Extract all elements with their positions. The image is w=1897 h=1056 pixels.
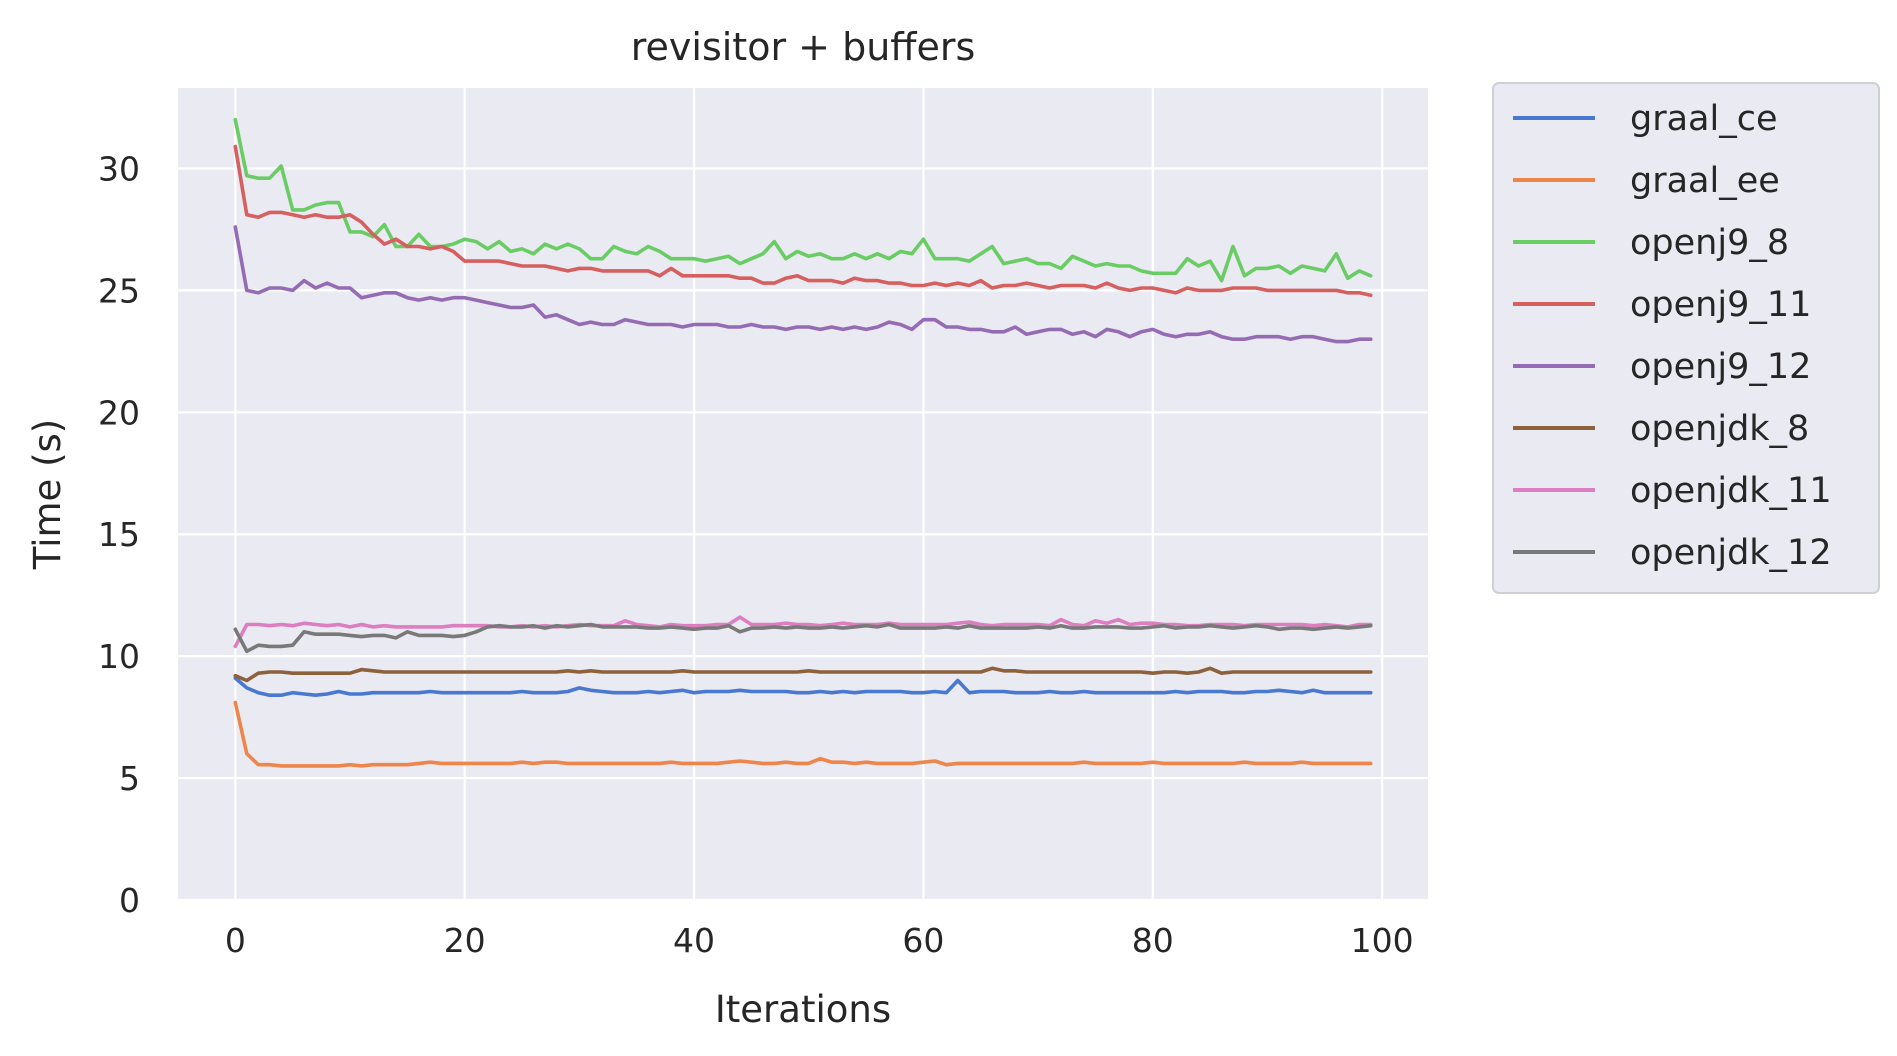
legend: graal_ce graal_ee openj9_8 openj9_11 openj9_… (1492, 82, 1880, 594)
legend-label-openj9_11: openj9_11 (1630, 285, 1811, 325)
legend-label-graal_ee: graal_ee (1630, 161, 1780, 201)
legend-label-graal_ce: graal_ce (1630, 99, 1778, 139)
series-line-openjdk_8 (233, 666, 1373, 683)
y-tick-label: 25 (98, 271, 140, 310)
series-line-openj9_11 (233, 144, 1373, 298)
x-axis-label: Iterations (715, 988, 891, 1031)
y-tick-label: 5 (119, 759, 140, 798)
series-line-openj9_8 (233, 117, 1373, 283)
y-axis-label: Time (s) (26, 419, 69, 570)
x-tick-label: 80 (1132, 921, 1174, 960)
y-tick-label: 20 (98, 393, 140, 432)
legend-box (1492, 82, 1880, 594)
series-lines (233, 117, 1373, 768)
y-tick-label: 30 (98, 149, 140, 188)
x-tick-label: 100 (1351, 921, 1414, 960)
series-line-openj9_12 (233, 225, 1373, 344)
x-tick-label: 20 (444, 921, 486, 960)
x-tick-label: 40 (673, 921, 715, 960)
legend-label-openjdk_12: openjdk_12 (1630, 533, 1832, 573)
y-tick-labels: 0 5 10 15 20 25 30 (98, 149, 140, 920)
x-tick-label: 0 (225, 921, 246, 960)
x-tick-labels: 0 20 40 60 80 100 (225, 921, 1414, 960)
y-tick-label: 15 (98, 515, 140, 554)
gridlines (178, 88, 1428, 902)
series-line-openjdk_11 (233, 615, 1373, 649)
chart-title: revisitor + buffers (631, 25, 976, 69)
legend-label-openj9_8: openj9_8 (1630, 223, 1789, 263)
series-line-openjdk_12 (233, 622, 1373, 654)
series-line-graal_ce (233, 676, 1373, 698)
legend-label-openj9_12: openj9_12 (1630, 347, 1811, 387)
legend-label-openjdk_11: openjdk_11 (1630, 471, 1832, 511)
legend-entries: graal_ce graal_ee openj9_8 openj9_11 openj9_… (1513, 99, 1832, 573)
legend-label-openjdk_8: openjdk_8 (1630, 409, 1809, 449)
y-tick-label: 10 (98, 637, 140, 676)
x-tick-label: 60 (902, 921, 944, 960)
y-tick-label: 0 (119, 881, 140, 920)
series-line-graal_ee (233, 700, 1373, 768)
